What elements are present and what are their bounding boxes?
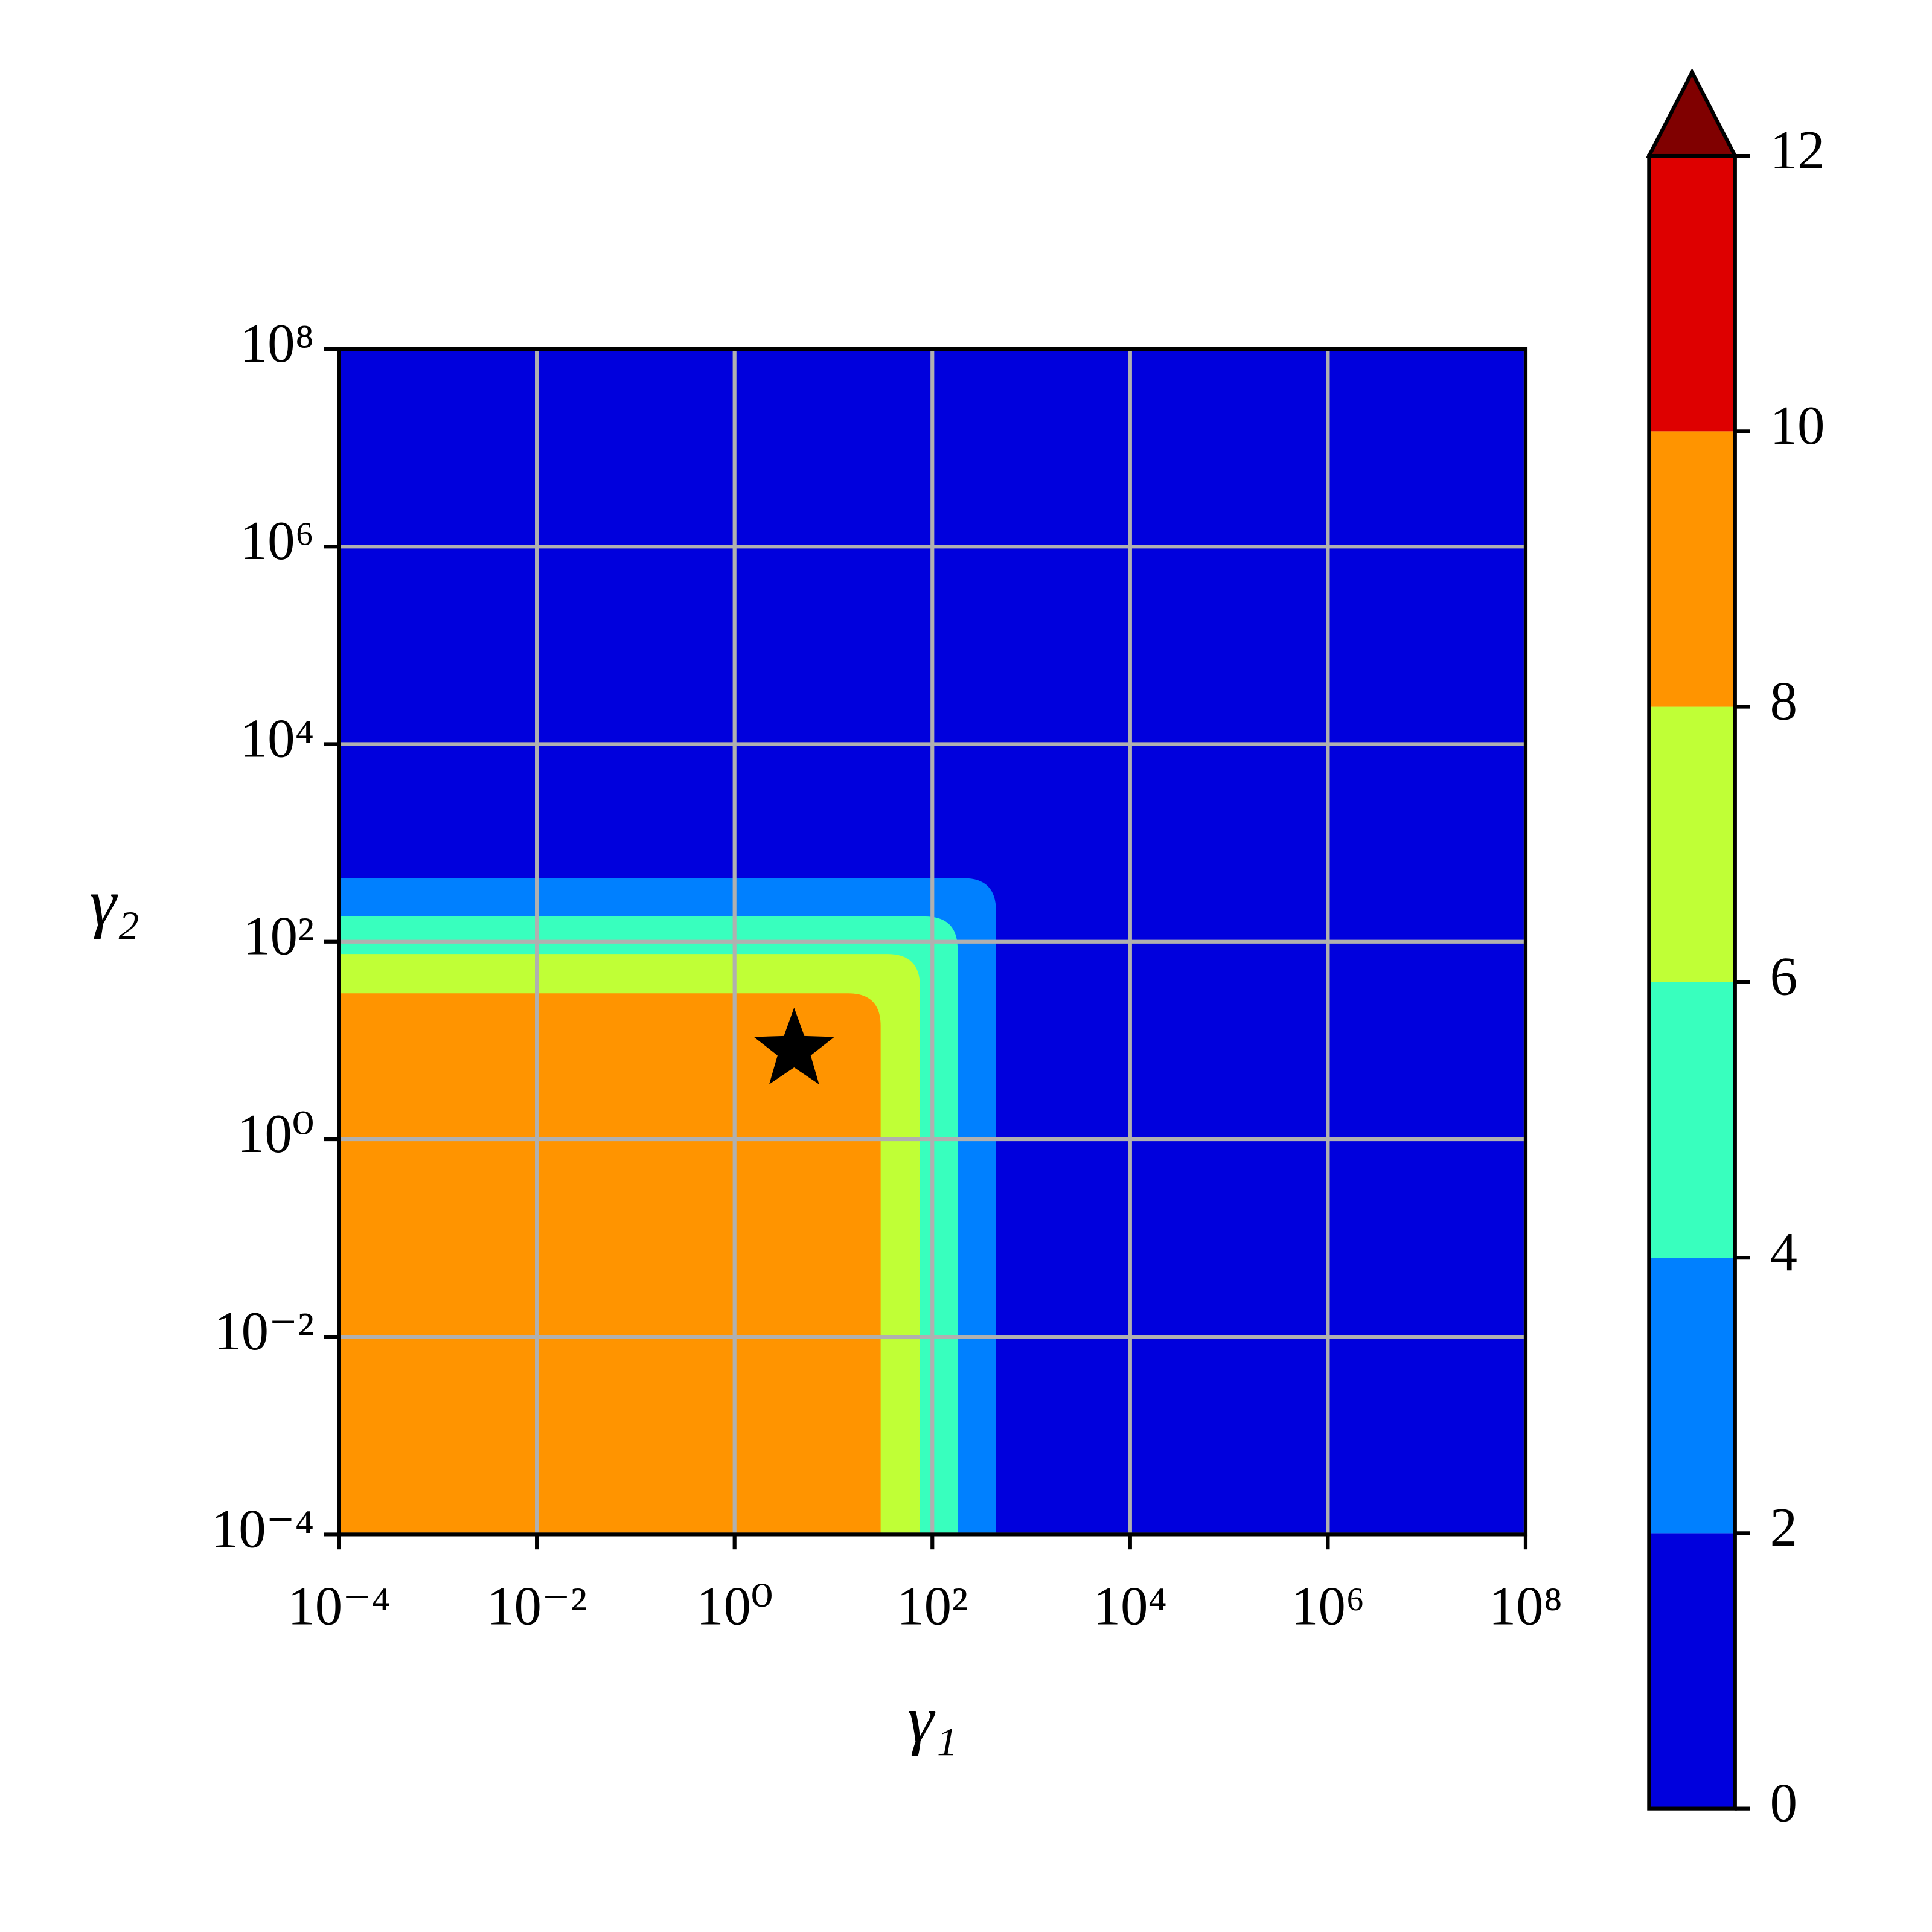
y-tick-label: 10² xyxy=(243,906,314,967)
y-tick-label: 10⁸ xyxy=(240,313,315,374)
colorbar-tick-label: 2 xyxy=(1770,1497,1797,1558)
colorbar-band xyxy=(1649,431,1735,707)
y-tick-label: 10⁴ xyxy=(240,708,315,769)
marker xyxy=(753,1007,834,1084)
colorbar-band xyxy=(1649,706,1735,982)
x-tick-label: 10⁶ xyxy=(1291,1575,1365,1636)
colorbar-tick-label: 12 xyxy=(1770,120,1825,181)
colorbar-band xyxy=(1649,982,1735,1258)
y-tick-label: 10⁰ xyxy=(237,1103,314,1164)
colorbar-band xyxy=(1649,1533,1735,1809)
x-axis-label: γ₁ xyxy=(907,1683,958,1757)
colorbar-band xyxy=(1649,156,1735,432)
y-tick-label: 10⁶ xyxy=(240,510,315,571)
colorbar-tick-label: 6 xyxy=(1770,946,1797,1007)
colorbar-tick-label: 0 xyxy=(1770,1772,1797,1833)
x-tick-label: 10⁸ xyxy=(1489,1575,1563,1636)
x-tick-label: 10⁴ xyxy=(1093,1575,1168,1636)
colorbar-tick-label: 8 xyxy=(1770,670,1797,731)
colorbar-extend xyxy=(1646,68,1738,158)
x-tick-label: 10⁻² xyxy=(487,1575,587,1636)
colorbar-tick-label: 10 xyxy=(1770,395,1825,456)
colorbar-band xyxy=(1649,1258,1735,1534)
colorbar-tick-label: 4 xyxy=(1770,1221,1797,1282)
x-tick-label: 10² xyxy=(897,1575,968,1636)
y-tick-label: 10⁻⁴ xyxy=(211,1498,314,1559)
y-tick-label: 10⁻² xyxy=(214,1300,314,1361)
y-axis-label: γ₂ xyxy=(90,866,140,941)
x-tick-label: 10⁰ xyxy=(696,1575,773,1636)
x-tick-label: 10⁻⁴ xyxy=(287,1575,390,1636)
contour-region xyxy=(339,993,881,1535)
